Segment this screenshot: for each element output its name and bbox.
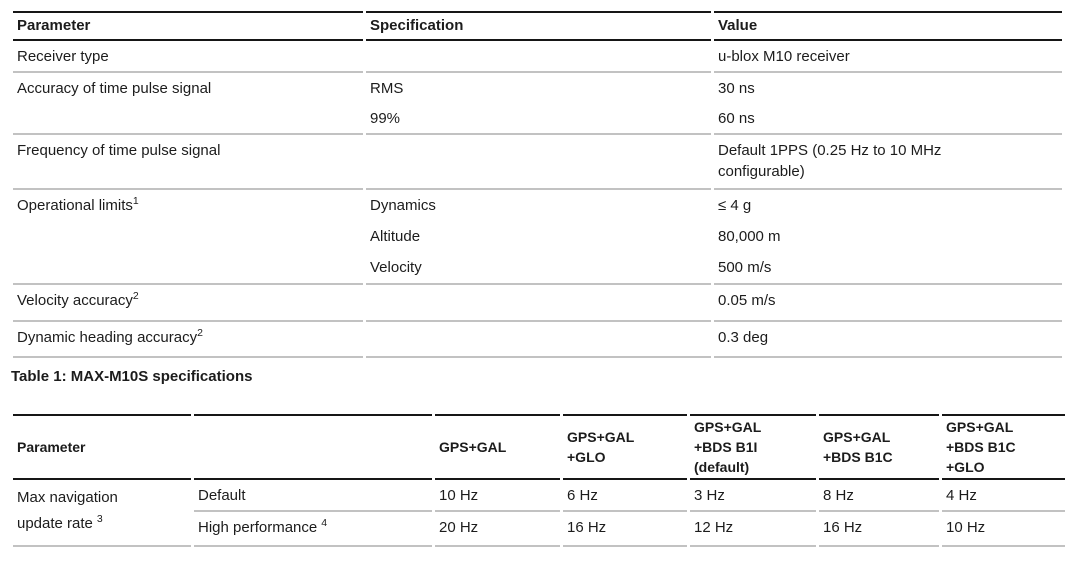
nav-update-rate-table: Parameter GPS+GAL GPS+GAL +GLO GPS+GAL +… [10, 414, 1065, 547]
value-cell: 3 Hz [690, 480, 816, 512]
t2-header-gps-gal: GPS+GAL [435, 414, 560, 480]
t1-row-time-pulse-frequency: Frequency of time pulse signal Default 1… [13, 135, 1062, 190]
value-cell: 10 Hz [942, 512, 1065, 547]
datasheet-page: Parameter Specification Value Receiver t… [10, 11, 1065, 547]
specification-cell [366, 285, 711, 322]
parameter-cell: Frequency of time pulse signal [13, 135, 363, 190]
parameter-cell: Operational limits1 [13, 190, 363, 285]
t1-header-specification: Specification [366, 11, 711, 41]
specification-cell: Dynamics Altitude Velocity [366, 190, 711, 285]
t2-row-default: Max navigation update rate 3 Default 10 H… [13, 480, 1065, 547]
t2-header-gps-gal-glo: GPS+GAL +GLO [563, 414, 687, 480]
t2-header-gps-gal-bds-b1c: GPS+GAL +BDS B1C [819, 414, 939, 480]
parameter-cell: Receiver type [13, 41, 363, 73]
footnote-ref: 2 [132, 290, 139, 302]
t1-row-operational-limits: Operational limits1 Dynamics Altitude Ve… [13, 190, 1062, 285]
t1-row-velocity-accuracy: Velocity accuracy2 0.05 m/s [13, 285, 1062, 322]
footnote-ref: 4 [321, 517, 328, 529]
value-cell: 6 Hz [563, 480, 687, 512]
t1-header-row: Parameter Specification Value [13, 11, 1062, 41]
parameter-cell: Accuracy of time pulse signal [13, 73, 363, 135]
value-cell: 10 Hz [435, 480, 560, 512]
value-cell: ≤ 4 g 80,000 m 500 m/s [714, 190, 1062, 285]
value-cell: 30 ns 60 ns [714, 73, 1062, 135]
value-cell: 12 Hz [690, 512, 816, 547]
t2-header-row: Parameter GPS+GAL GPS+GAL +GLO GPS+GAL +… [13, 414, 1065, 480]
footnote-ref: 3 [96, 513, 103, 525]
value-cell: 0.3 deg [714, 322, 1062, 358]
t2-header-gps-gal-bds-b1c-glo: GPS+GAL +BDS B1C +GLO [942, 414, 1065, 480]
t2-subparam-cell: Default [194, 480, 432, 512]
t1-header-value: Value [714, 11, 1062, 41]
t2-row-high-performance: High performance 4 20 Hz 16 Hz 12 Hz 16 H… [13, 512, 1065, 547]
specification-cell [366, 41, 711, 73]
t1-row-time-pulse-accuracy: Accuracy of time pulse signal RMS 99% 30… [13, 73, 1062, 135]
t1-header-parameter: Parameter [13, 11, 363, 41]
footnote-ref: 2 [197, 327, 203, 339]
parameter-cell: Dynamic heading accuracy2 [13, 322, 363, 358]
specification-cell [366, 322, 711, 358]
t2-parameter-cell: Max navigation update rate 3 [13, 480, 191, 547]
t1-row-dynamic-heading-accuracy: Dynamic heading accuracy2 0.3 deg [13, 322, 1062, 358]
value-cell: u-blox M10 receiver [714, 41, 1062, 73]
value-cell: 8 Hz [819, 480, 939, 512]
value-cell: 0.05 m/s [714, 285, 1062, 322]
t2-subparam-cell: High performance 4 [194, 512, 432, 547]
specification-cell [366, 135, 711, 190]
max-m10s-specifications-table: Parameter Specification Value Receiver t… [10, 11, 1065, 358]
value-cell: 20 Hz [435, 512, 560, 547]
value-cell: 4 Hz [942, 480, 1065, 512]
value-cell: 16 Hz [819, 512, 939, 547]
t2-header-gps-gal-bds-b1i: GPS+GAL +BDS B1I (default) [690, 414, 816, 480]
t1-row-receiver-type: Receiver type u-blox M10 receiver [13, 41, 1062, 73]
footnote-ref: 1 [132, 195, 139, 207]
table1-caption: Table 1: MAX-M10S specifications [11, 368, 253, 385]
specification-cell: RMS 99% [366, 73, 711, 135]
t2-header-spacer [194, 414, 432, 480]
value-cell: 16 Hz [563, 512, 687, 547]
t2-header-parameter: Parameter [13, 414, 191, 480]
parameter-cell: Velocity accuracy2 [13, 285, 363, 322]
value-cell: Default 1PPS (0.25 Hz to 10 MHz configur… [714, 135, 1062, 190]
